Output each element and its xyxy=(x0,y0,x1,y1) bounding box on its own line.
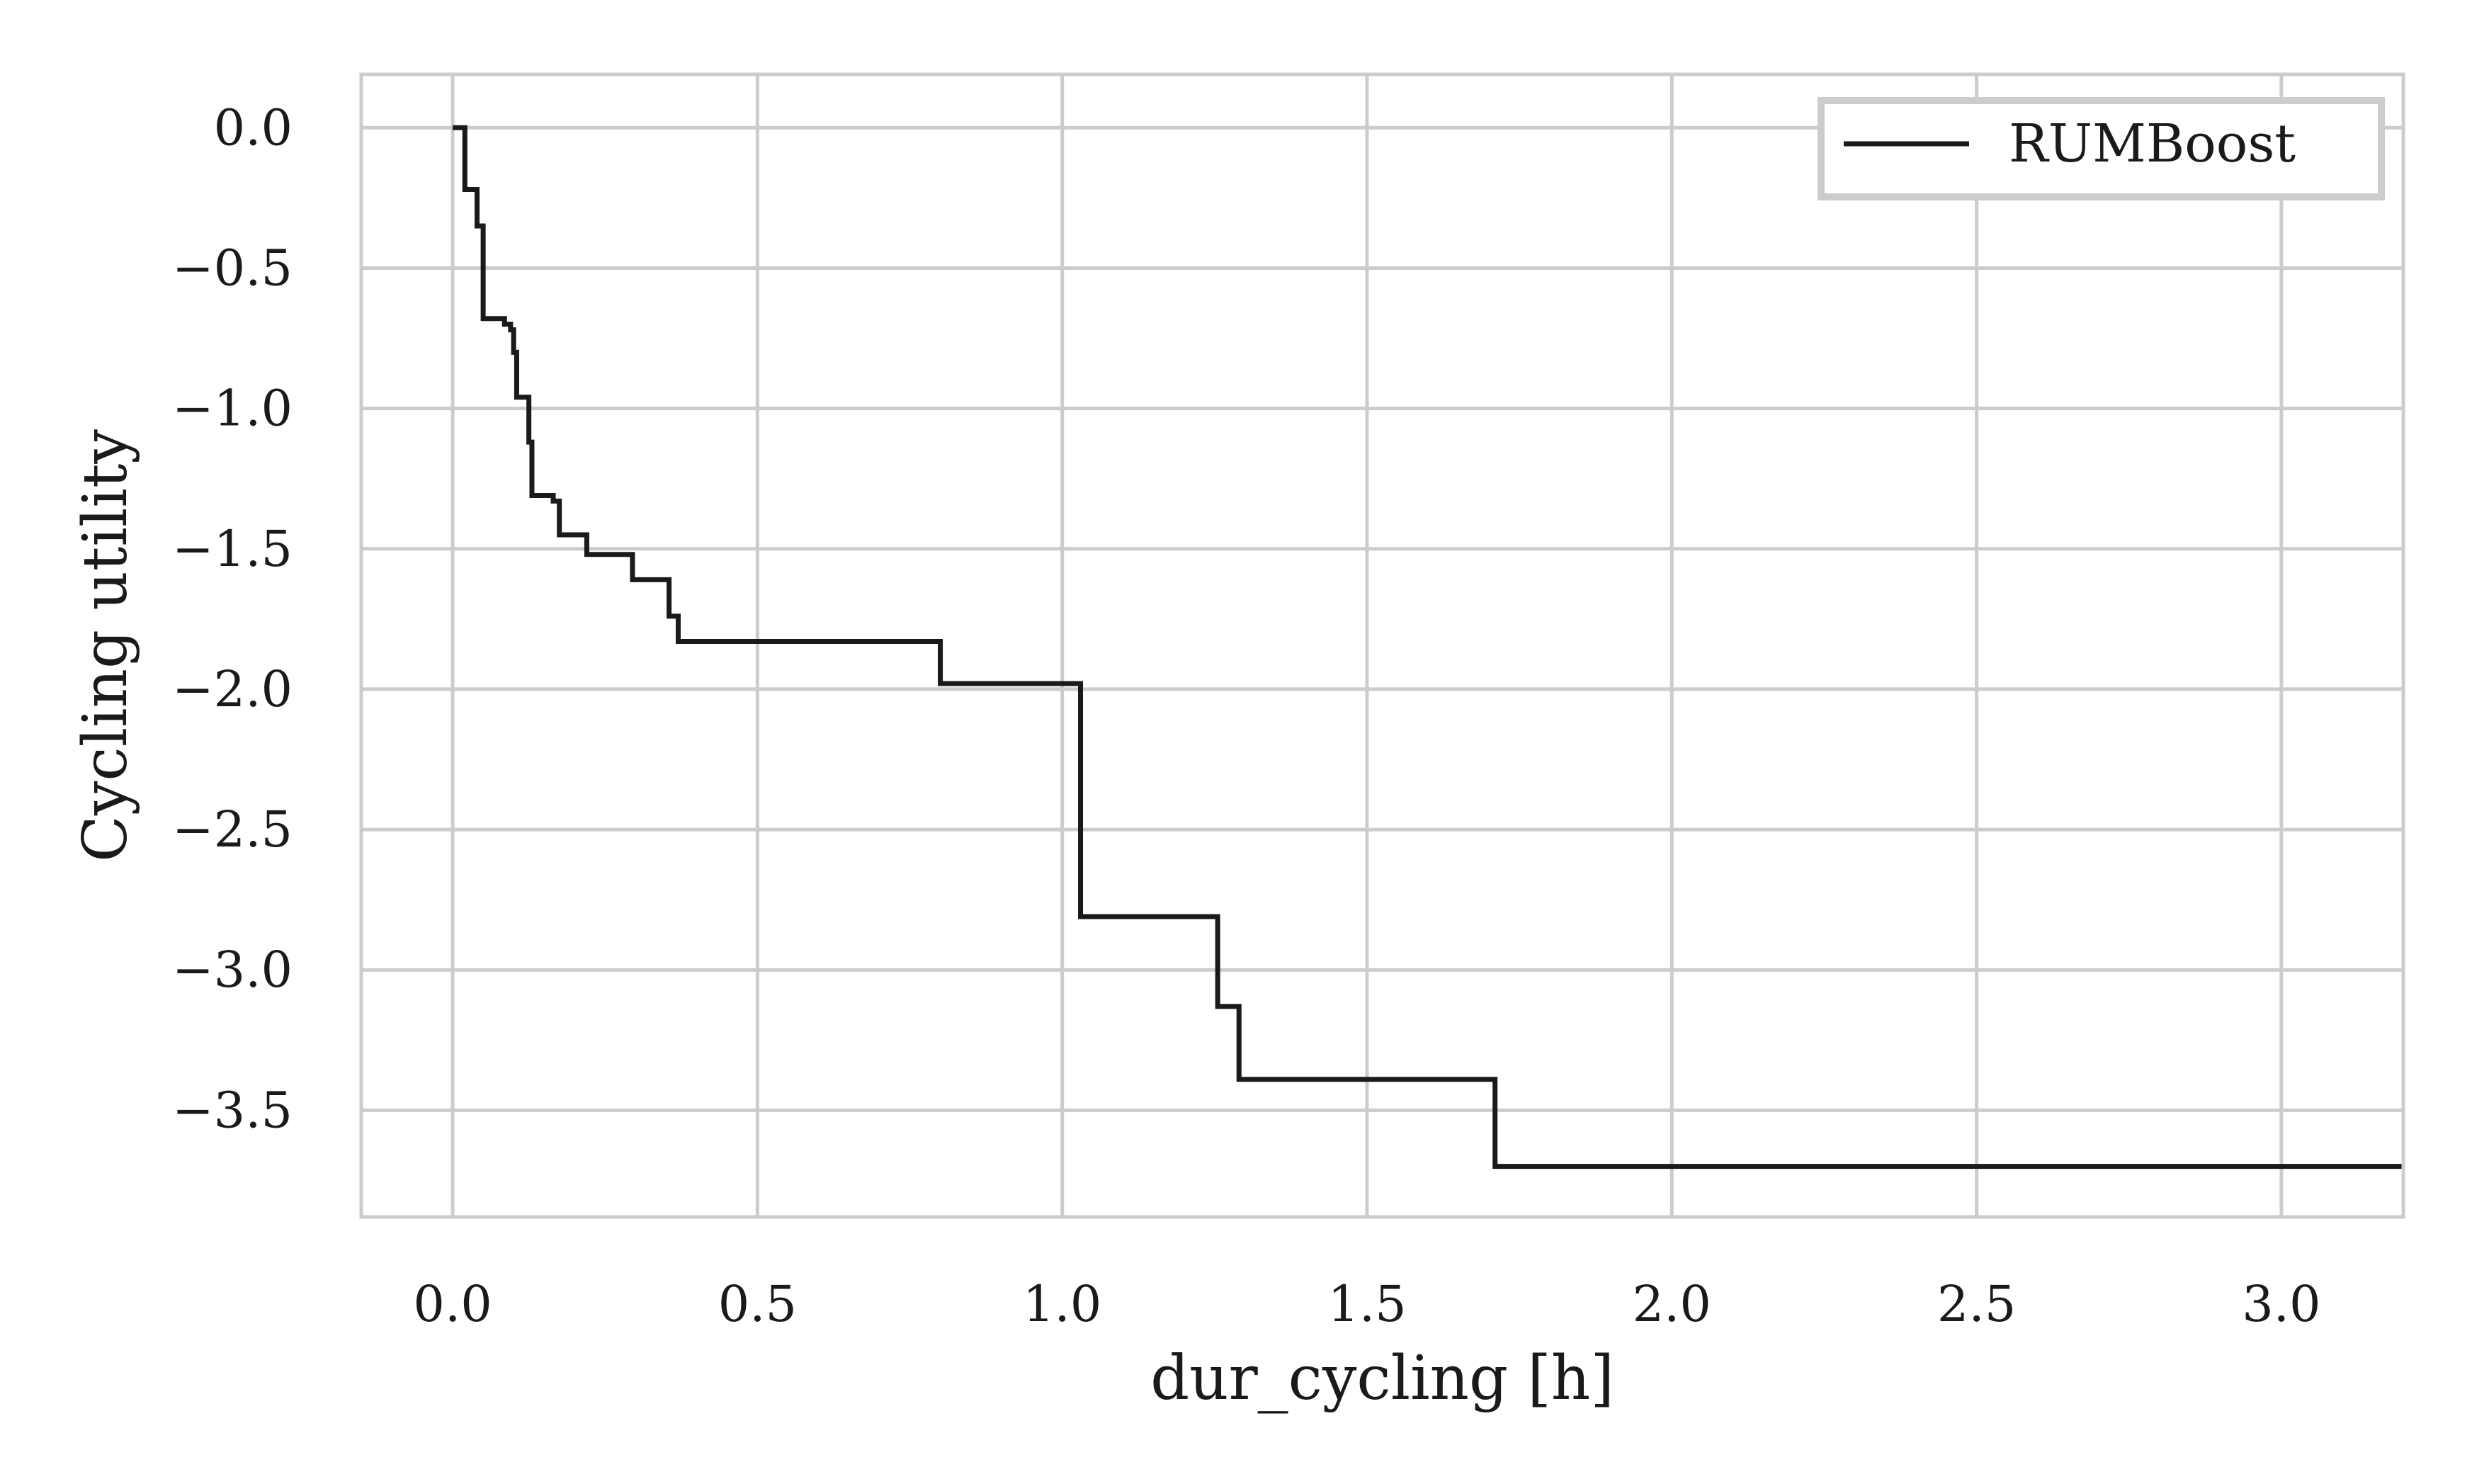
x-tick-label: 1.5 xyxy=(1327,1275,1406,1333)
legend: RUMBoost xyxy=(1818,97,2385,200)
y-tick-label: −0.5 xyxy=(172,239,293,297)
x-tick-label: 3.0 xyxy=(2242,1275,2320,1333)
y-tick-label: −1.5 xyxy=(172,520,293,578)
legend-box xyxy=(1818,97,2385,200)
y-tick-label: −3.5 xyxy=(172,1081,293,1139)
y-tick-label: −3.0 xyxy=(172,941,293,999)
series-layer xyxy=(453,125,2403,1169)
x-axis-label: dur_cycling [h] xyxy=(1150,1343,1614,1414)
plot-frame xyxy=(359,72,2405,1219)
x-tick-label: 0.5 xyxy=(718,1275,797,1333)
y-tick-label: 0.0 xyxy=(214,98,293,157)
y-tick-labels: 0.0 −0.5 −1.0 −1.5 −2.0 −2.5 −3.0 −3.5 xyxy=(172,98,293,1139)
grid xyxy=(361,74,2403,1217)
x-tick-label: 2.5 xyxy=(1937,1275,2016,1333)
y-tick-label: −2.5 xyxy=(172,800,293,859)
y-axis-label: Cycling utility xyxy=(70,429,141,862)
x-tick-label: 2.0 xyxy=(1633,1275,1711,1333)
y-tick-label: −2.0 xyxy=(172,660,293,718)
y-tick-label: −1.0 xyxy=(172,380,293,438)
series-line-rumboost xyxy=(453,125,2403,1169)
x-tick-label: 1.0 xyxy=(1023,1275,1101,1333)
x-tick-label: 0.0 xyxy=(413,1275,492,1333)
x-tick-labels: 0.0 0.5 1.0 1.5 2.0 2.5 3.0 xyxy=(413,1275,2320,1333)
legend-label-rumboost: RUMBoost xyxy=(2009,113,2296,174)
